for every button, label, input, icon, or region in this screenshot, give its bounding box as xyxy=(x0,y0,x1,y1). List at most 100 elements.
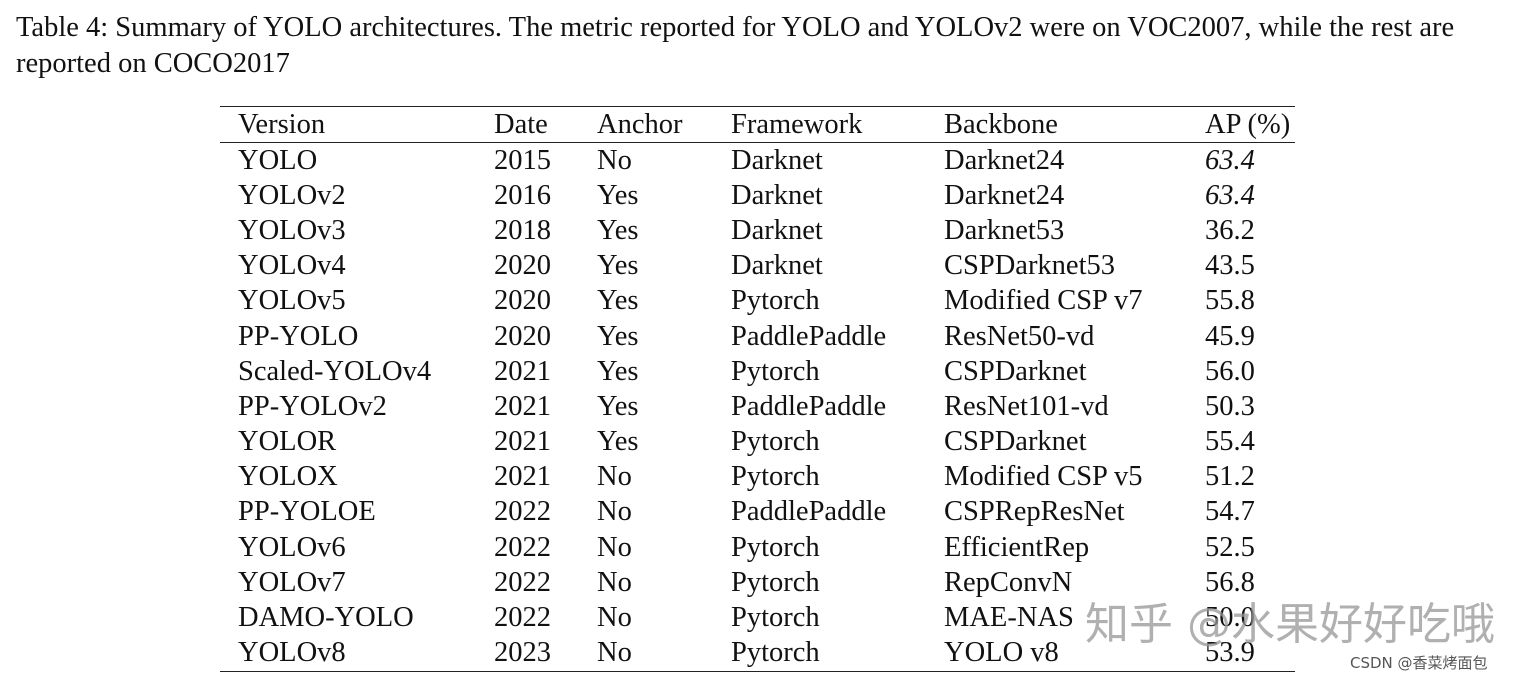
watermark: 知乎 @水果好好吃哦 xyxy=(1085,599,1495,650)
table-cell: ResNet101-vd xyxy=(944,390,1109,422)
table-cell: 55.8 xyxy=(1205,285,1255,317)
table-cell: 2020 xyxy=(494,250,551,282)
table-cell: 2020 xyxy=(494,285,551,317)
table-cell: 2021 xyxy=(494,426,551,458)
table-cell: 50.3 xyxy=(1205,390,1255,422)
table-cell: Yes xyxy=(597,320,639,352)
table-cell: Yes xyxy=(597,250,639,282)
table-cell: PaddlePaddle xyxy=(731,320,887,352)
table-cell: 56.0 xyxy=(1205,355,1255,387)
table-row: PP-YOLOv2 2021 Yes PaddlePaddle ResNet101-vd… xyxy=(220,389,1295,424)
table-cell: 2023 xyxy=(494,637,551,669)
table-row: PP-YOLO 2020 Yes PaddlePaddle ResNet50-vd 45.… xyxy=(220,319,1295,354)
column-header: AP (%) xyxy=(1205,108,1291,140)
table-cell: Pytorch xyxy=(731,461,820,493)
table-row: PP-YOLOE 2022 No PaddlePaddle CSPRepResNet 54… xyxy=(220,495,1295,530)
table-cell: Darknet xyxy=(731,179,823,211)
table-cell: YOLOX xyxy=(238,461,338,493)
watermark: CSDN @香菜烤面包 xyxy=(1350,654,1488,672)
table-row: DAMO-YOLO 2022 No Pytorch MAE-NAS 50.0 xyxy=(220,600,1295,635)
table-body: YOLO 2015 No Darknet Darknet24 63.4 YOLOv2 2016… xyxy=(220,143,1295,672)
table-cell: 2021 xyxy=(494,355,551,387)
column-header: Date xyxy=(494,108,548,140)
table-cell: RepConvN xyxy=(944,566,1073,598)
table-cell: No xyxy=(597,637,632,669)
table-cell: CSPDarknet xyxy=(944,355,1087,387)
table-header: Version Date Anchor Framework Backbone AP (%) xyxy=(220,106,1295,143)
table-cell: No xyxy=(597,602,632,634)
table-cell: 2016 xyxy=(494,179,551,211)
table-row: YOLOv6 2022 No Pytorch EfficientRep 52.5 xyxy=(220,530,1295,565)
table-cell: CSPRepResNet xyxy=(944,496,1125,528)
table-row: YOLOX 2021 No Pytorch Modified CSP v5 51.2 xyxy=(220,460,1295,495)
table-cell: YOLOv6 xyxy=(238,531,346,563)
table-cell: CSPDarknet xyxy=(944,426,1087,458)
table-row: YOLOv7 2022 No Pytorch RepConvN 56.8 xyxy=(220,565,1295,600)
table-cell: YOLOR xyxy=(238,426,337,458)
table-cell: 2022 xyxy=(494,531,551,563)
table-cell: PP-YOLOE xyxy=(238,496,376,528)
table-cell: Darknet xyxy=(731,144,823,176)
table-cell: Scaled-YOLOv4 xyxy=(238,355,432,387)
table-cell: Modified CSP v7 xyxy=(944,285,1143,317)
table-row: YOLOv2 2016 Yes Darknet Darknet24 63.4 xyxy=(220,178,1295,213)
table-row: Scaled-YOLOv4 2021 Yes Pytorch CSPDarknet 56.… xyxy=(220,354,1295,389)
table-row: YOLO 2015 No Darknet Darknet24 63.4 xyxy=(220,143,1295,179)
table-cell: Yes xyxy=(597,285,639,317)
summary-table: Version Date Anchor Framework Backbone AP (%)… xyxy=(220,106,1295,672)
header-row: Version Date Anchor Framework Backbone AP (%) xyxy=(220,106,1295,143)
table-cell: Darknet xyxy=(731,250,823,282)
table-row: YOLOv5 2020 Yes Pytorch Modified CSP v7 55.8 xyxy=(220,284,1295,319)
table-cell: EfficientRep xyxy=(944,531,1090,563)
table-cell: Pytorch xyxy=(731,566,820,598)
column-header: Version xyxy=(238,108,326,140)
table-cell: YOLOv3 xyxy=(238,214,346,246)
table-cell: 2022 xyxy=(494,566,551,598)
table-cell: 45.9 xyxy=(1205,320,1255,352)
column-header: Anchor xyxy=(597,108,683,140)
table-cell: Pytorch xyxy=(731,602,820,634)
table-row: YOLOv8 2023 No Pytorch YOLO v8 53.9 xyxy=(220,636,1295,672)
table-cell: Pytorch xyxy=(731,637,820,669)
table-cell: ResNet50-vd xyxy=(944,320,1095,352)
table-cell: Yes xyxy=(597,355,639,387)
column-header: Backbone xyxy=(944,108,1058,140)
table-cell: Darknet24 xyxy=(944,144,1065,176)
table-cell: MAE-NAS xyxy=(944,602,1074,634)
table-cell: Modified CSP v5 xyxy=(944,461,1143,493)
table-cell: 2022 xyxy=(494,496,551,528)
table-cell: No xyxy=(597,531,632,563)
table-cell: 2021 xyxy=(494,390,551,422)
table-cell: Pytorch xyxy=(731,531,820,563)
table-cell: Yes xyxy=(597,390,639,422)
table-cell: 54.7 xyxy=(1205,496,1255,528)
table-cell: 2021 xyxy=(494,461,551,493)
table-cell: Darknet53 xyxy=(944,214,1065,246)
table-cell: 2022 xyxy=(494,602,551,634)
table-cell: 55.4 xyxy=(1205,426,1255,458)
table-cell: Darknet24 xyxy=(944,179,1065,211)
table-cell: No xyxy=(597,461,632,493)
table-cell: Darknet xyxy=(731,214,823,246)
table-cell: 2020 xyxy=(494,320,551,352)
table-cell: 43.5 xyxy=(1205,250,1255,282)
table-cell: Pytorch xyxy=(731,426,820,458)
table-cell: YOLO xyxy=(238,144,318,176)
table-cell: YOLOv8 xyxy=(238,637,346,669)
table-cell: 56.8 xyxy=(1205,566,1255,598)
table-cell: YOLOv2 xyxy=(238,179,346,211)
table-cell: 63.4 xyxy=(1205,179,1255,211)
table-cell: 51.2 xyxy=(1205,461,1255,493)
table-cell: PP-YOLO xyxy=(238,320,359,352)
table-cell: YOLOv5 xyxy=(238,285,346,317)
table-cell: 63.4 xyxy=(1205,144,1255,176)
table-cell: 2018 xyxy=(494,214,551,246)
table-cell: PaddlePaddle xyxy=(731,390,887,422)
table-cell: No xyxy=(597,566,632,598)
table-cell: 53.9 xyxy=(1205,637,1255,669)
table-cell: YOLOv4 xyxy=(238,250,346,282)
table-cell: No xyxy=(597,144,632,176)
table-cell: Pytorch xyxy=(731,355,820,387)
table-cell: 50.0 xyxy=(1205,602,1255,634)
table-cell: 52.5 xyxy=(1205,531,1255,563)
